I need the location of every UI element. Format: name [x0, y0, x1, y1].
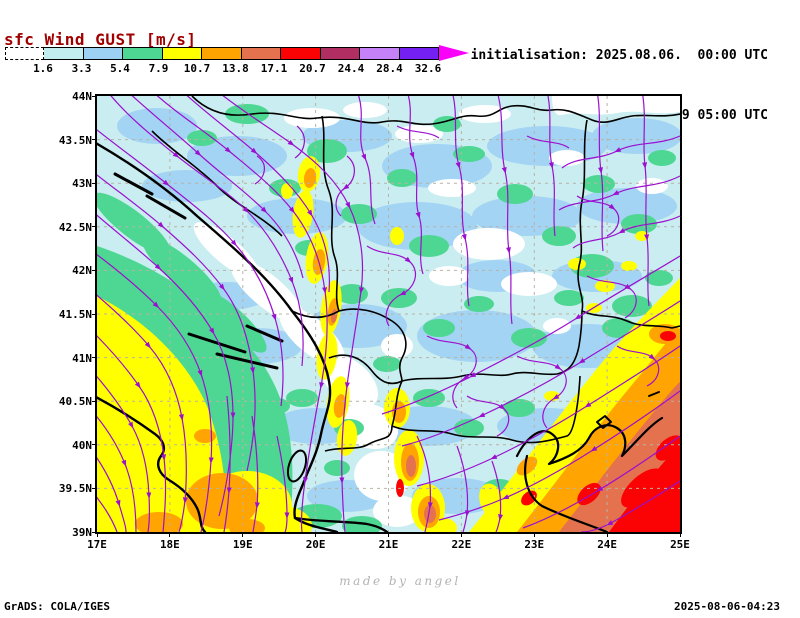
lat-tick: [92, 226, 97, 228]
colorbar-tick-label: 28.4: [376, 62, 403, 75]
lon-tick: [679, 532, 681, 537]
colorbar-segment-2: [123, 47, 163, 60]
lat-tick-label: 41.5N: [58, 308, 92, 321]
lat-tick: [92, 444, 97, 446]
colorbar-tick-label: 3.3: [71, 62, 92, 75]
colorbar-tick-label: 7.9: [148, 62, 169, 75]
lat-tick-label: 42N: [72, 264, 92, 278]
colorbar-tick-label: 17.1: [260, 62, 288, 75]
colorbar-tick-label: 13.8: [222, 62, 249, 75]
grads-credit: GrADS: COLA/IGES: [4, 600, 110, 613]
lat-tick: [92, 487, 97, 489]
lat-tick: [92, 269, 97, 271]
colorbar-below-min-box: [5, 47, 44, 60]
colorbar: [5, 45, 469, 61]
lon-tick: [460, 532, 462, 537]
lon-tick: [533, 532, 535, 537]
lat-tick: [92, 531, 97, 533]
lon-tick: [315, 532, 317, 537]
lon-tick-label: 23E: [524, 538, 545, 551]
lat-tick-label: 42.5N: [58, 220, 92, 234]
lat-tick: [92, 139, 97, 141]
lat-tick-label: 43.5N: [58, 133, 92, 147]
colorbar-tick-label: 5.4: [110, 62, 130, 75]
colorbar-above-max-arrow: [439, 45, 469, 61]
colorbar-tick-label: 10.7: [183, 62, 211, 75]
lon-tick-label: 18E: [159, 538, 180, 551]
lon-tick-label: 19E: [232, 538, 253, 551]
colorbar-tick-label: 32.6: [414, 62, 442, 75]
plot-title: sfc Wind GUST [m/s]: [4, 30, 197, 49]
lon-tick-label: 24E: [597, 538, 618, 551]
lat-tick-label: 43N: [72, 177, 92, 191]
colorbar-tick-label: 20.7: [299, 62, 326, 75]
colorbar-tick-label: 24.4: [337, 62, 365, 75]
lon-tick-label: 25E: [670, 538, 690, 551]
lat-tick: [92, 357, 97, 359]
lat-tick: [92, 95, 97, 97]
lat-tick: [92, 400, 97, 402]
lon-tick-label: 17E: [87, 538, 107, 551]
lat-tick-label: 41N: [72, 351, 92, 365]
colorbar-segment-3: [162, 47, 202, 60]
colorbar-segment-4: [202, 47, 242, 60]
lat-tick: [92, 182, 97, 184]
lon-tick: [388, 532, 389, 537]
colorbar-segment-8: [360, 47, 400, 60]
colorbar-segment-5: [241, 47, 281, 60]
lon-tick: [96, 532, 98, 537]
lon-tick-label: 21E: [378, 538, 399, 551]
lon-tick: [169, 532, 171, 537]
colorbar-tick-label: 1.6: [33, 62, 53, 75]
gust-map: [97, 96, 680, 532]
lat-tick-label: 40N: [72, 438, 92, 452]
lon-tick: [242, 532, 244, 537]
lat-tick: [92, 313, 97, 315]
init-line: initialisation: 2025.08.06. 00:00 UTC: [470, 48, 768, 63]
lat-tick-label: 40.5N: [58, 395, 92, 409]
lon-tick-label: 20E: [305, 538, 326, 551]
colorbar-segment-0: [44, 47, 84, 60]
lat-tick-label: 39.5N: [58, 482, 92, 496]
lat-tick-label: 44N: [72, 90, 92, 103]
creation-timestamp: 2025-08-06-04:23: [674, 600, 780, 613]
lon-tick: [606, 532, 608, 537]
map-canvas: [95, 94, 682, 534]
colorbar-segment-1: [83, 47, 123, 60]
watermark: made by angel: [339, 574, 461, 588]
colorbar-segment-9: [399, 47, 439, 60]
colorbar-segment-6: [281, 47, 321, 60]
lat-tick-label: 39N: [72, 526, 92, 539]
lon-tick-label: 22E: [451, 538, 472, 551]
streamlines: [97, 96, 680, 532]
colorbar-segment-7: [320, 47, 360, 60]
